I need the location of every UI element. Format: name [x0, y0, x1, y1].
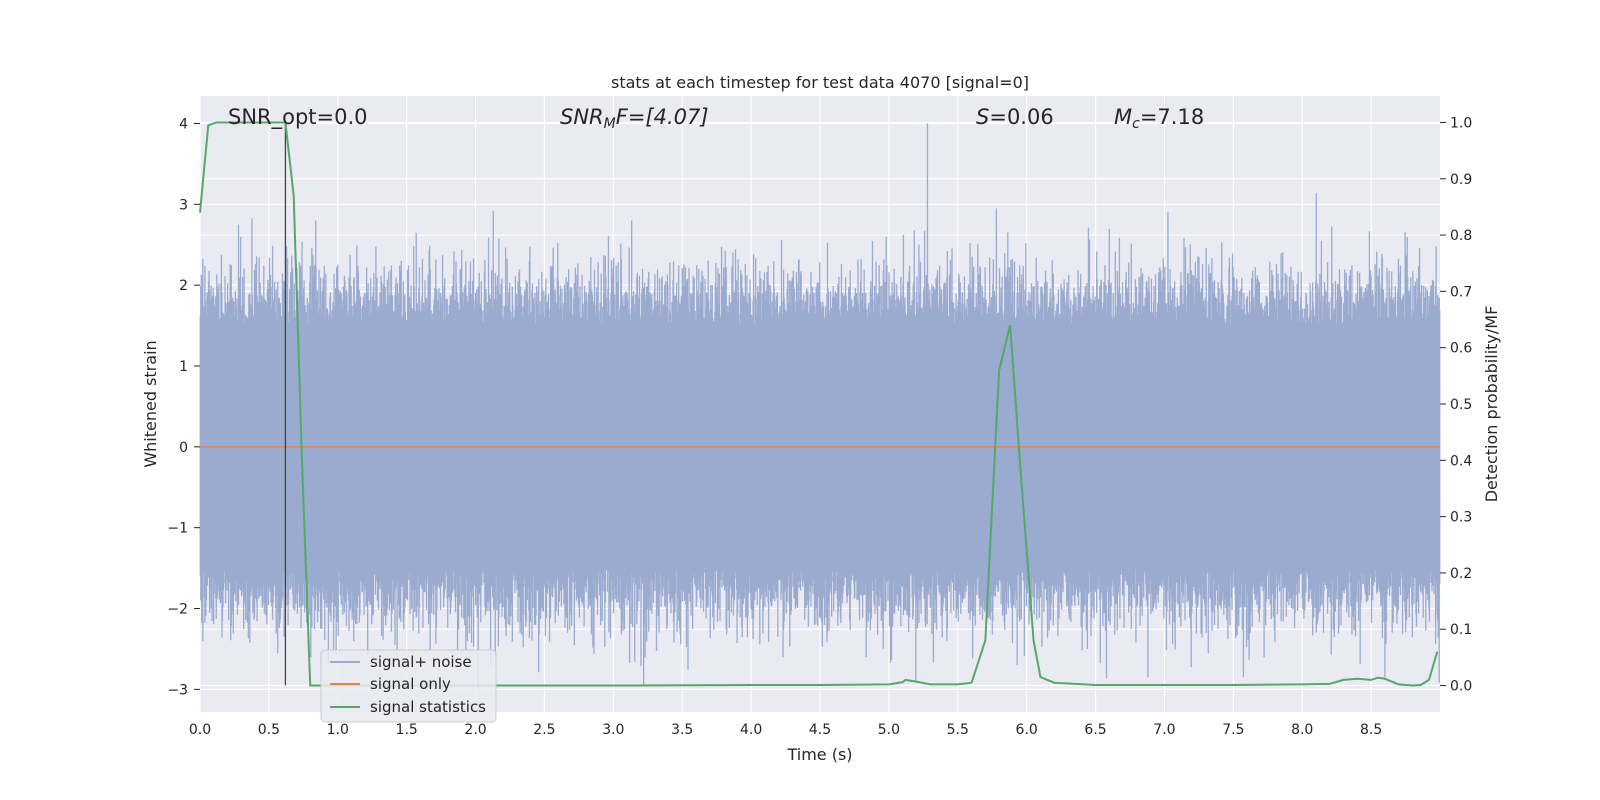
y2-tick-label: 0.7 — [1450, 284, 1472, 300]
s-symbol: S — [976, 105, 989, 129]
annotation-mc: Mc=7.18 — [1114, 105, 1204, 132]
x-axis-label: Time (s) — [786, 745, 852, 764]
x-tick-label: 7.0 — [1153, 722, 1175, 738]
y-axis-label: Whitened strain — [141, 340, 160, 467]
mc-subscript: c — [1132, 116, 1140, 132]
x-tick-label: 8.0 — [1291, 722, 1313, 738]
x-tick-label: 5.5 — [947, 722, 969, 738]
legend: signal+ noise signal only signal statist… — [320, 649, 497, 723]
x-tick-label: 6.0 — [1016, 722, 1038, 738]
y-tick-label: 2 — [179, 278, 188, 294]
x-tick-label: 8.5 — [1360, 722, 1382, 738]
series-signal-statistics — [199, 121, 1439, 687]
annotation-snr-mf: SNRMF=[4.07] — [560, 105, 709, 132]
x-tick-label: 3.0 — [602, 722, 624, 738]
legend-label-signal-noise: signal+ noise — [370, 653, 472, 671]
y2-tick-label: 0.0 — [1450, 679, 1472, 695]
y2-tick-label: 0.5 — [1450, 397, 1472, 413]
snr-mf-symbol: SNR — [560, 105, 604, 129]
y2-tick-label: 0.4 — [1450, 453, 1472, 469]
x-tick-label: 4.0 — [740, 722, 762, 738]
x-tick-label: 1.5 — [396, 722, 418, 738]
y-tick-label: −1 — [167, 521, 188, 537]
x-tick-label: 0.0 — [189, 722, 211, 738]
x-tick-label: 5.0 — [878, 722, 900, 738]
x-tick-label: 4.5 — [809, 722, 831, 738]
y-tick-label: 3 — [179, 197, 188, 213]
snr-mf-rest: F=[4.07] — [616, 105, 709, 129]
y2-tick-labels: 0.0 0.1 0.2 0.3 0.4 0.5 0.6 0.7 0.8 0.9 1.0 — [1440, 115, 1472, 695]
y2-tick-label: 0.3 — [1450, 510, 1472, 526]
x-tick-labels: 0.0 0.5 1.0 1.5 2.0 2.5 3.0 3.5 4.0 4.5 5.0 5.5 6.0 6… — [189, 722, 1382, 738]
x-tick-label: 6.5 — [1084, 722, 1106, 738]
y2-tick-label: 0.8 — [1450, 228, 1472, 244]
y-tick-label: −3 — [167, 682, 188, 698]
chart-title: stats at each timestep for test data 407… — [611, 73, 1029, 92]
y2-tick-label: 0.9 — [1450, 172, 1472, 188]
annotation-s: S=0.06 — [976, 105, 1054, 129]
y-tick-label: −2 — [167, 602, 188, 618]
annotation-snr-opt: SNR_opt=0.0 — [228, 105, 368, 130]
legend-label-signal-statistics: signal statistics — [370, 698, 486, 716]
y2-tick-label: 1.0 — [1450, 115, 1472, 131]
snr-mf-subscript: M — [604, 116, 616, 132]
legend-label-signal-only: signal only — [370, 675, 451, 693]
y2-tick-label: 0.2 — [1450, 566, 1472, 582]
x-tick-label: 2.0 — [464, 722, 486, 738]
y-tick-label: 1 — [179, 359, 188, 375]
x-tick-label: 7.5 — [1222, 722, 1244, 738]
y-tick-label: 4 — [179, 116, 188, 132]
y-tick-labels: −3 −2 −1 0 1 2 3 4 — [167, 116, 200, 698]
mc-symbol: M — [1114, 105, 1132, 129]
y2-axis-label: Detection probability/MF — [1482, 306, 1501, 503]
y2-tick-label: 0.1 — [1450, 622, 1472, 638]
x-tick-label: 3.5 — [671, 722, 693, 738]
mc-rest: =7.18 — [1140, 105, 1204, 129]
s-rest: =0.06 — [989, 105, 1053, 129]
legend-box — [320, 649, 497, 723]
x-tick-label: 2.5 — [533, 722, 555, 738]
x-tick-label: 1.0 — [327, 722, 349, 738]
y2-tick-label: 0.6 — [1450, 341, 1472, 357]
x-tick-label: 0.5 — [258, 722, 280, 738]
y-tick-label: 0 — [179, 440, 188, 456]
